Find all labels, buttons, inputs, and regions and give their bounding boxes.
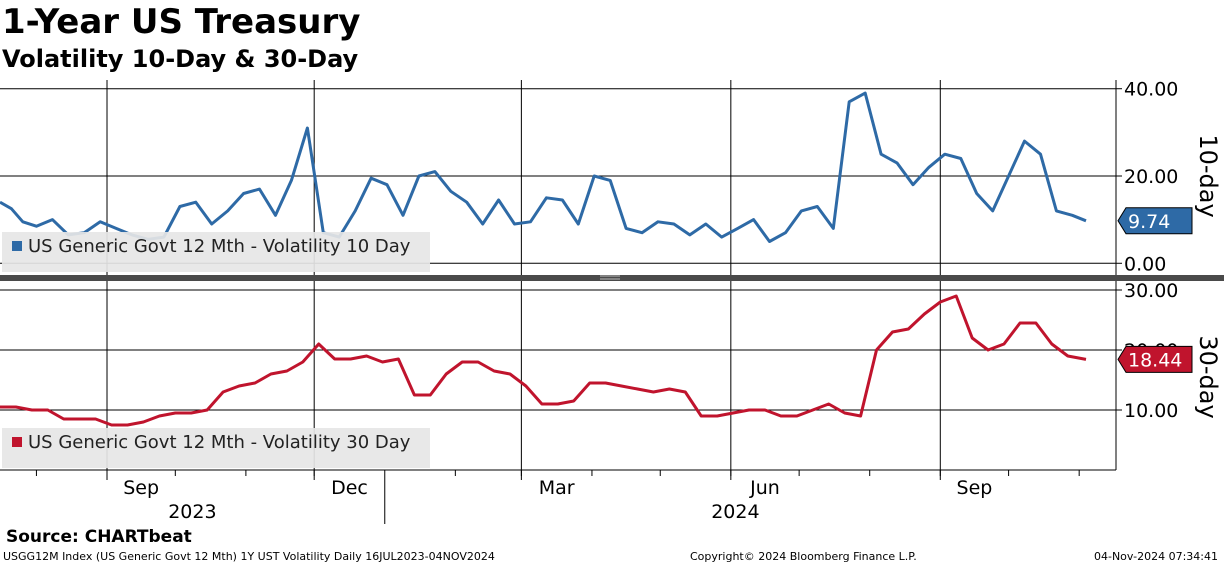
x-year-label: 2023 bbox=[168, 501, 216, 523]
footer-index-info: USGG12M Index (US Generic Govt 12 Mth) 1… bbox=[3, 550, 495, 563]
x-tick-label: Sep bbox=[957, 477, 993, 499]
y-tick-label: 40.00 bbox=[1124, 79, 1178, 101]
last-value-tag bbox=[1117, 207, 1193, 235]
chart-subtitle: Volatility 10-Day & 30-Day bbox=[2, 45, 359, 73]
y-tick-label: 20.00 bbox=[1124, 166, 1178, 188]
chart-title: 1-Year US Treasury bbox=[2, 2, 361, 42]
x-year-label: 2024 bbox=[711, 501, 759, 523]
y-tick-label: 30.00 bbox=[1124, 280, 1178, 302]
y-axis-label: 30-day bbox=[1194, 335, 1222, 418]
legend-label: US Generic Govt 12 Mth - Volatility 30 D… bbox=[28, 432, 411, 453]
y-axis-label: 10-day bbox=[1194, 134, 1222, 217]
source-note: Source: CHARTbeat bbox=[6, 527, 192, 547]
panel-separator bbox=[0, 275, 1224, 281]
legend-swatch bbox=[12, 437, 22, 447]
legend-box bbox=[2, 428, 430, 468]
footer-copyright: Copyright© 2024 Bloomberg Finance L.P. bbox=[690, 550, 917, 563]
last-value-label: 9.74 bbox=[1128, 211, 1170, 233]
series-line-10day bbox=[0, 91, 1087, 243]
last-value-tag bbox=[1117, 345, 1193, 373]
y-tick-label: 10.00 bbox=[1124, 400, 1178, 422]
legend-swatch bbox=[12, 241, 22, 251]
legend-label: US Generic Govt 12 Mth - Volatility 10 D… bbox=[28, 236, 411, 257]
x-tick-label: Dec bbox=[331, 477, 368, 499]
x-tick-label: Mar bbox=[539, 477, 575, 499]
x-tick-label: Sep bbox=[123, 477, 159, 499]
legend-box bbox=[2, 232, 430, 272]
footer-timestamp: 04-Nov-2024 07:34:41 bbox=[1093, 550, 1218, 563]
series-line-30day bbox=[0, 294, 1087, 427]
x-tick-label: Jun bbox=[749, 477, 780, 499]
last-value-label: 18.44 bbox=[1128, 349, 1182, 371]
y-tick-label: 0.00 bbox=[1124, 253, 1166, 275]
